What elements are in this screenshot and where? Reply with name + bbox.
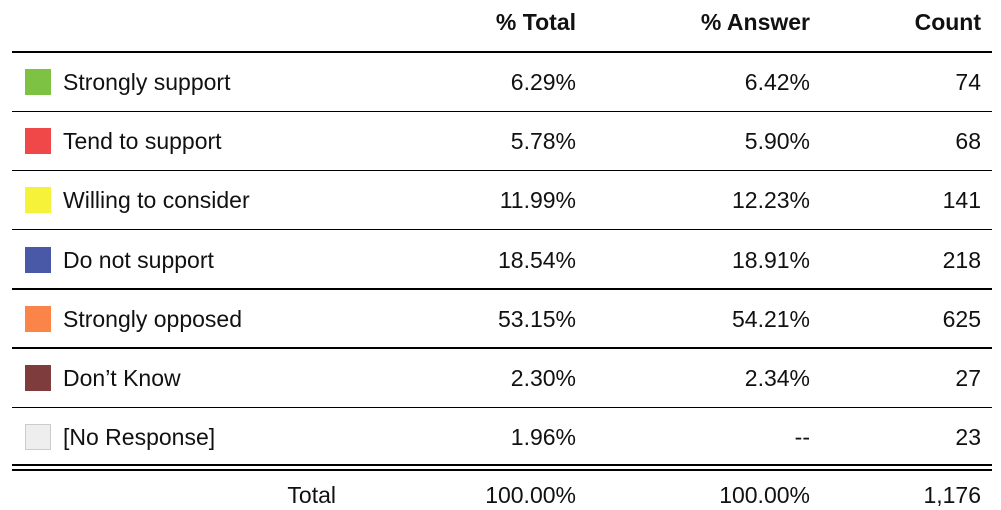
double-rule-top xyxy=(12,464,992,466)
row-rule xyxy=(12,406,992,408)
double-rule-bottom xyxy=(12,469,992,471)
swatch xyxy=(25,128,51,155)
row-label: Strongly support xyxy=(63,69,231,95)
total-label: Total xyxy=(287,482,336,508)
cell: 141 xyxy=(942,187,981,214)
cell: 5.90% xyxy=(744,128,810,155)
cell: 2.30% xyxy=(510,365,576,391)
row-rule xyxy=(12,228,992,231)
cell: 218 xyxy=(942,246,981,273)
row-label: Don’t Know xyxy=(63,365,181,391)
swatch xyxy=(25,187,51,214)
row-rule xyxy=(12,347,992,349)
column-header: % Answer xyxy=(700,9,810,35)
cell: 12.23% xyxy=(731,187,810,214)
header-rule xyxy=(12,51,992,53)
row-rule xyxy=(12,169,992,172)
cell: 2.34% xyxy=(744,365,810,391)
column-header: Count xyxy=(914,9,981,35)
total-cell: 100.00% xyxy=(485,482,576,508)
total-cell: 1,176 xyxy=(923,482,981,508)
cell: 53.15% xyxy=(497,305,576,332)
cell: 74 xyxy=(955,69,981,95)
swatch xyxy=(25,246,51,273)
cell: 18.54% xyxy=(497,246,576,273)
swatch xyxy=(25,69,51,95)
row-label: Strongly opposed xyxy=(63,305,243,332)
cell: 5.78% xyxy=(510,128,576,155)
cell: 11.99% xyxy=(499,187,576,214)
cell: 23 xyxy=(955,424,981,451)
cell: 18.91% xyxy=(731,246,810,273)
row-rule xyxy=(12,110,992,112)
swatch xyxy=(25,305,51,332)
row-label: Do not support xyxy=(63,246,214,273)
total-cell: 100.00% xyxy=(719,482,810,508)
swatch xyxy=(25,424,51,451)
column-header: % Total xyxy=(495,9,576,35)
cell: 27 xyxy=(955,365,981,391)
cell: 1.96% xyxy=(510,424,576,451)
row-label: [No Response] xyxy=(63,424,216,451)
row-label: Willing to consider xyxy=(63,187,250,214)
cell: 54.21% xyxy=(731,305,810,332)
cell: -- xyxy=(794,424,810,451)
cell: 68 xyxy=(955,128,981,155)
cell: 6.29% xyxy=(510,69,576,95)
row-label: Tend to support xyxy=(63,128,222,155)
row-rule xyxy=(12,288,992,290)
cell: 625 xyxy=(942,305,981,332)
cell: 6.42% xyxy=(744,69,810,95)
swatch xyxy=(25,365,51,391)
